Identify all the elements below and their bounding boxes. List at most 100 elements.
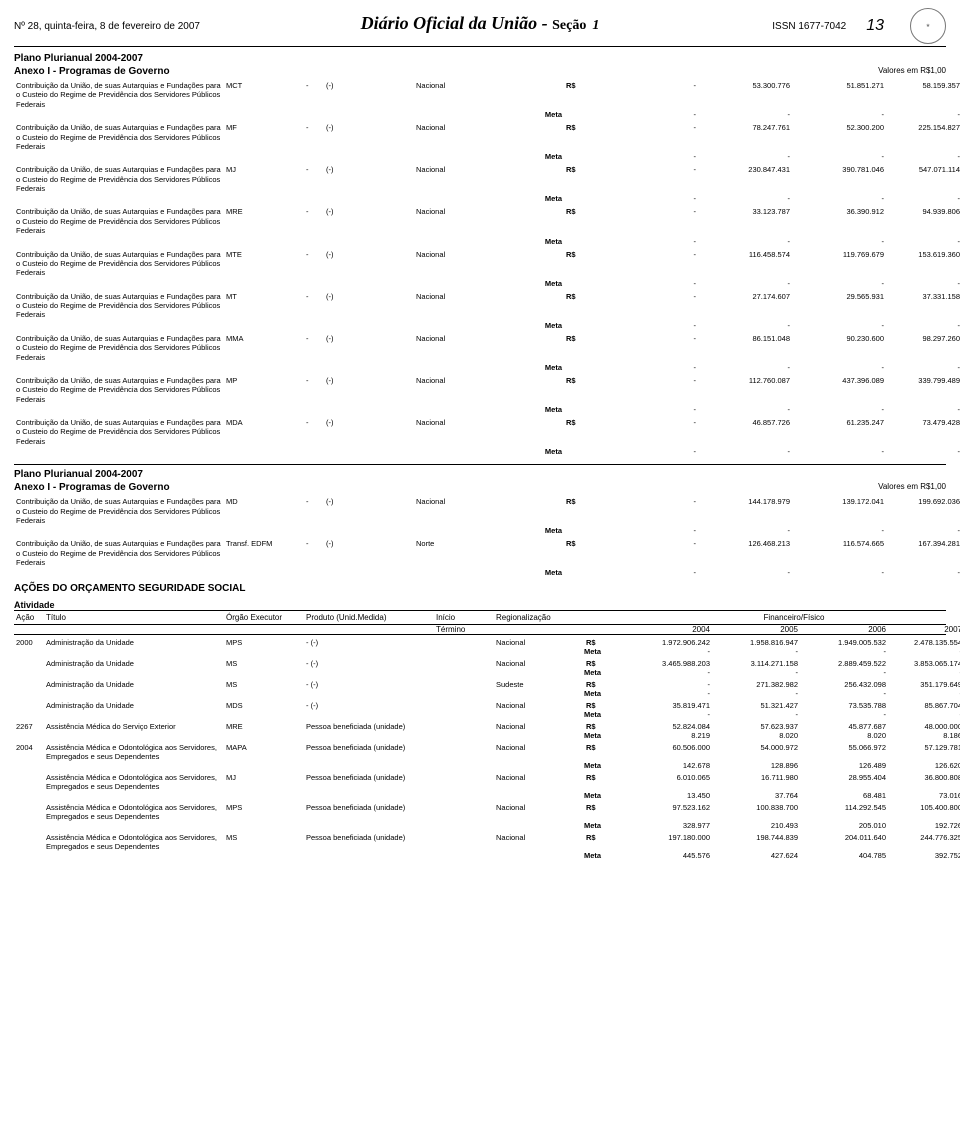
table-row: Administração da Unidade MS - (-) Nacion… bbox=[14, 656, 946, 668]
val-2: 112.760.087 bbox=[698, 376, 792, 385]
meta-dash: - bbox=[886, 321, 960, 330]
val-2: 46.857.726 bbox=[698, 418, 792, 427]
acao-org: MS bbox=[224, 680, 304, 689]
meta-dash: - bbox=[698, 237, 792, 246]
meta-dash: - bbox=[698, 321, 792, 330]
acao-code: 2000 bbox=[14, 638, 44, 647]
rs-2007: 244.776.325 bbox=[888, 833, 960, 851]
meta-label: Meta bbox=[584, 821, 624, 830]
rs-label: R$ bbox=[564, 292, 604, 301]
acao-produto: - (-) bbox=[304, 680, 434, 689]
meta-dash: - bbox=[604, 194, 698, 203]
rs-label: R$ bbox=[564, 81, 604, 90]
unit: (-) bbox=[324, 334, 414, 343]
meta-row: Meta - - - - bbox=[14, 279, 946, 288]
meta-label: Meta bbox=[494, 363, 564, 372]
rs-label: R$ bbox=[564, 250, 604, 259]
org-code: Transf. EDFM bbox=[224, 539, 304, 548]
meta-2006: 68.481 bbox=[800, 791, 888, 800]
meta-label: Meta bbox=[494, 568, 564, 577]
meta-dash: - bbox=[698, 526, 792, 535]
header-issn: ISSN 1677-7042 bbox=[772, 21, 846, 32]
th-titulo: Título bbox=[44, 613, 224, 622]
rs-2007: 36.800.808 bbox=[888, 773, 960, 791]
unit: (-) bbox=[324, 418, 414, 427]
table-row: Assistência Médica e Odontológica aos Se… bbox=[14, 830, 946, 851]
contrib-row: Contribuição da União, de suas Autarquia… bbox=[14, 292, 946, 320]
rs-2004: 197.180.000 bbox=[624, 833, 712, 851]
header-secao: Seção bbox=[552, 18, 586, 33]
val-2: 53.300.776 bbox=[698, 81, 792, 90]
th-fin: Financeiro/Físico bbox=[624, 613, 960, 622]
meta-2005: 128.896 bbox=[712, 761, 800, 770]
rs-2005: 57.623.937 bbox=[712, 722, 800, 731]
unit: (-) bbox=[324, 250, 414, 259]
meta-label: Meta bbox=[494, 447, 564, 456]
rs-2005: 54.000.972 bbox=[712, 743, 800, 761]
unit: (-) bbox=[324, 123, 414, 132]
rs-label: R$ bbox=[564, 334, 604, 343]
unit: (-) bbox=[324, 207, 414, 216]
dash: - bbox=[304, 123, 324, 132]
meta-2006: 126.489 bbox=[800, 761, 888, 770]
meta-dash: - bbox=[792, 152, 886, 161]
acao-org: MPS bbox=[224, 638, 304, 647]
rs-2004: 3.465.988.203 bbox=[624, 659, 712, 668]
val-4: 94.939.806 bbox=[886, 207, 960, 216]
meta-row: Meta - - - - bbox=[14, 237, 946, 246]
meta-dash: - bbox=[886, 568, 960, 577]
rs-label: R$ bbox=[564, 497, 604, 506]
acao-org: MDS bbox=[224, 701, 304, 710]
meta-dash: - bbox=[792, 447, 886, 456]
dash: - bbox=[304, 207, 324, 216]
acao-code bbox=[14, 680, 44, 689]
val-2: 86.151.048 bbox=[698, 334, 792, 343]
meta-2007: 8.186 bbox=[888, 731, 960, 740]
meta-2005: 210.493 bbox=[712, 821, 800, 830]
meta-label: Meta bbox=[584, 647, 624, 656]
meta-dash: - bbox=[886, 363, 960, 372]
header-center: Diário Oficial da União - Seção1 bbox=[247, 13, 713, 34]
meta-row: Meta 142.678 128.896 126.489 126.620 bbox=[14, 761, 946, 770]
meta-label: Meta bbox=[494, 279, 564, 288]
dash: - bbox=[304, 376, 324, 385]
meta-row: Meta - - - - bbox=[14, 152, 946, 161]
meta-2005: 8.020 bbox=[712, 731, 800, 740]
page-header: Nº 28, quinta-feira, 8 de fevereiro de 2… bbox=[14, 8, 946, 47]
meta-dash: - bbox=[698, 405, 792, 414]
dash: - bbox=[304, 539, 324, 548]
val-1: - bbox=[604, 334, 698, 343]
acao-code bbox=[14, 773, 44, 791]
meta-dash: - bbox=[886, 237, 960, 246]
meta-dash: - bbox=[604, 237, 698, 246]
meta-row: Meta - - - - bbox=[14, 710, 946, 719]
meta-dash: - bbox=[886, 405, 960, 414]
meta-2005: - bbox=[712, 668, 800, 677]
th-2007: 2007 bbox=[888, 625, 960, 634]
meta-label: Meta bbox=[494, 194, 564, 203]
th-orgao: Órgão Executor bbox=[224, 613, 304, 622]
th-2005: 2005 bbox=[712, 625, 800, 634]
val-3: 52.300.200 bbox=[792, 123, 886, 132]
rs-2007: 105.400.800 bbox=[888, 803, 960, 821]
rs-2004: 52.824.084 bbox=[624, 722, 712, 731]
org-code: MP bbox=[224, 376, 304, 385]
org-code: MF bbox=[224, 123, 304, 132]
table-row: Administração da Unidade MS - (-) Sudest… bbox=[14, 677, 946, 689]
val-4: 58.159.357 bbox=[886, 81, 960, 90]
meta-dash: - bbox=[604, 321, 698, 330]
meta-dash: - bbox=[604, 279, 698, 288]
rs-2005: 198.744.839 bbox=[712, 833, 800, 851]
val-2: 78.247.761 bbox=[698, 123, 792, 132]
rs-2006: 73.535.788 bbox=[800, 701, 888, 710]
anexo-title-2: Anexo I - Programas de Governo bbox=[14, 482, 170, 493]
contrib-row: Contribuição da União, de suas Autarquia… bbox=[14, 81, 946, 109]
region: Norte bbox=[414, 539, 494, 548]
rs-label: R$ bbox=[584, 833, 624, 851]
acao-region: Nacional bbox=[494, 701, 584, 710]
org-code: MMA bbox=[224, 334, 304, 343]
meta-2006: - bbox=[800, 668, 888, 677]
meta-dash: - bbox=[886, 279, 960, 288]
val-4: 225.154.827 bbox=[886, 123, 960, 132]
val-1: - bbox=[604, 123, 698, 132]
